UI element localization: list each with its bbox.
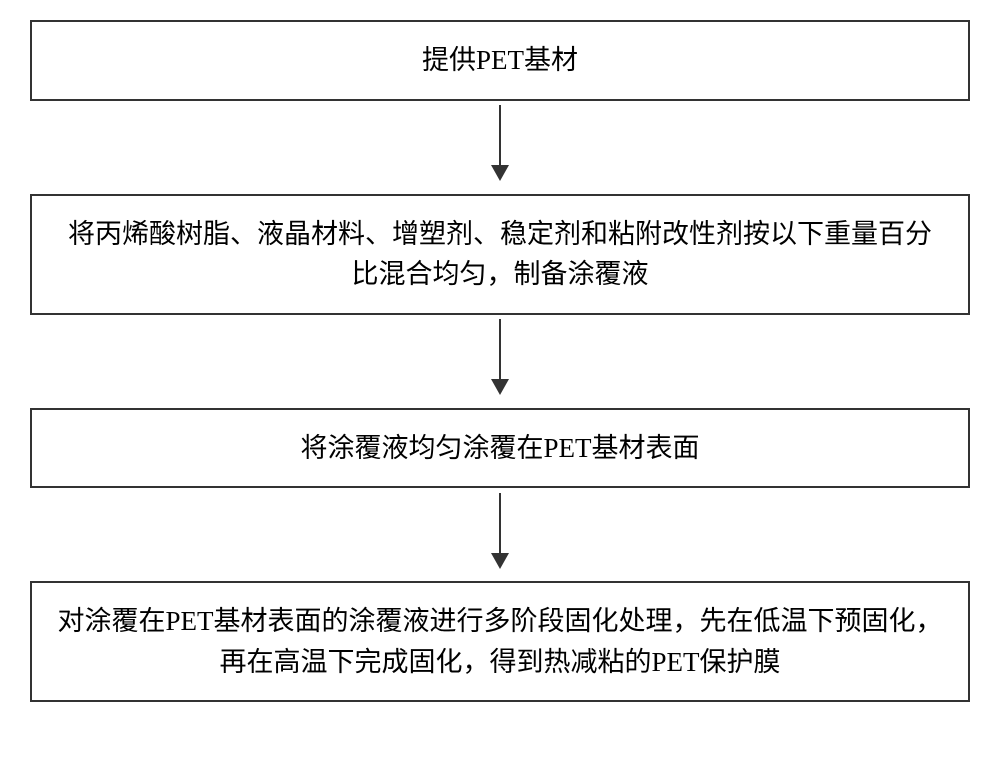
flowchart-step-2: 将丙烯酸树脂、液晶材料、增塑剂、稳定剂和粘附改性剂按以下重量百分比混合均匀，制备… <box>30 194 970 315</box>
flowchart-step-1: 提供PET基材 <box>30 20 970 101</box>
arrow-head-icon <box>491 165 509 181</box>
flowchart-step-3: 将涂覆液均匀涂覆在PET基材表面 <box>30 408 970 489</box>
arrow-line-icon <box>499 493 501 553</box>
arrow-3 <box>491 488 509 573</box>
step-1-text: 提供PET基材 <box>422 40 578 81</box>
step-2-text: 将丙烯酸树脂、液晶材料、增塑剂、稳定剂和粘附改性剂按以下重量百分比混合均匀，制备… <box>56 214 944 295</box>
arrow-1 <box>491 101 509 186</box>
arrow-head-icon <box>491 379 509 395</box>
flowchart-step-4: 对涂覆在PET基材表面的涂覆液进行多阶段固化处理，先在低温下预固化，再在高温下完… <box>30 581 970 702</box>
step-3-text: 将涂覆液均匀涂覆在PET基材表面 <box>300 428 699 469</box>
flowchart-container: 提供PET基材 将丙烯酸树脂、液晶材料、增塑剂、稳定剂和粘附改性剂按以下重量百分… <box>30 20 970 702</box>
arrow-line-icon <box>499 105 501 165</box>
arrow-2 <box>491 315 509 400</box>
arrow-head-icon <box>491 553 509 569</box>
step-4-text: 对涂覆在PET基材表面的涂覆液进行多阶段固化处理，先在低温下预固化，再在高温下完… <box>56 601 944 682</box>
arrow-line-icon <box>499 319 501 379</box>
